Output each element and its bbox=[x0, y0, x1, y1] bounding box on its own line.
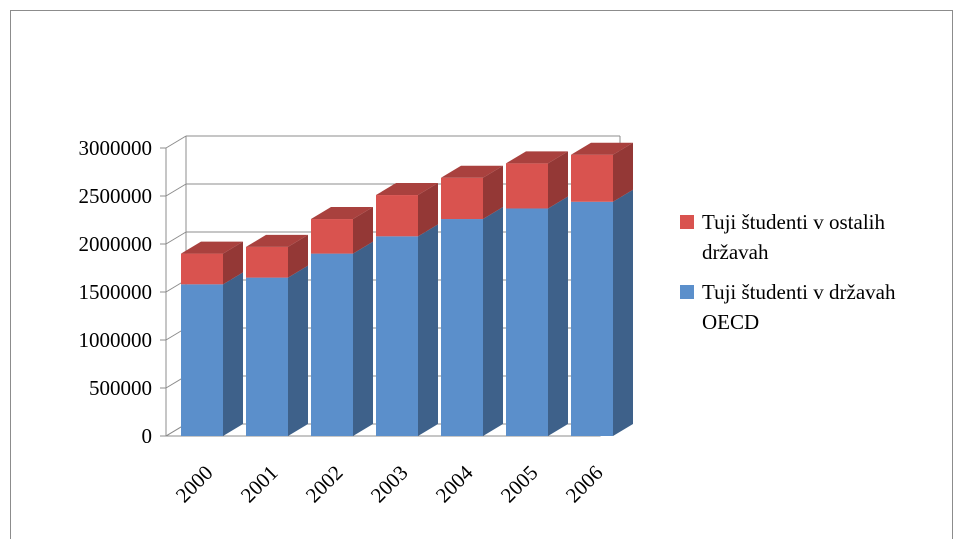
legend-label: Tuji študenti v ostalih bbox=[702, 210, 886, 234]
bar-side bbox=[418, 224, 438, 436]
gridline-side bbox=[165, 183, 187, 197]
bar-segment bbox=[246, 265, 308, 436]
bar-segment bbox=[571, 142, 633, 202]
bar-front bbox=[506, 208, 548, 436]
legend-swatch bbox=[680, 285, 694, 299]
bar-top bbox=[376, 183, 438, 196]
bar-front bbox=[571, 154, 613, 202]
bar-front bbox=[246, 277, 288, 436]
x-tick-label: 2003 bbox=[366, 461, 413, 508]
bar-top bbox=[181, 241, 243, 254]
bar-top bbox=[246, 234, 308, 247]
bar-segment bbox=[181, 272, 243, 436]
bar-front bbox=[181, 284, 223, 436]
bar-front bbox=[506, 163, 548, 209]
bar-segment bbox=[311, 207, 373, 254]
bar-segment bbox=[376, 224, 438, 436]
y-tick-label: 1000000 bbox=[79, 328, 153, 352]
y-tick-label: 3000000 bbox=[79, 136, 153, 160]
bar-segment bbox=[311, 241, 373, 436]
bar-front bbox=[441, 177, 483, 220]
gridline-side bbox=[165, 135, 187, 149]
bars bbox=[181, 142, 633, 436]
bar-front bbox=[376, 236, 418, 436]
bar-front bbox=[441, 219, 483, 436]
bar-front bbox=[181, 253, 223, 285]
legend-item: Tuji študenti v državah OECD bbox=[680, 280, 896, 334]
x-tick-label: 2006 bbox=[561, 461, 608, 508]
bar-side bbox=[548, 151, 568, 209]
bar-segment bbox=[441, 165, 503, 220]
bar-side bbox=[613, 142, 633, 202]
x-tick-label: 2005 bbox=[496, 461, 543, 508]
bar-front bbox=[311, 253, 353, 436]
y-axis: 0 500000 1000000 1500000 2000000 2500000 30000… bbox=[79, 136, 622, 448]
bar-segment bbox=[506, 196, 568, 436]
bar-side bbox=[353, 241, 373, 436]
y-tick-label: 0 bbox=[142, 424, 153, 448]
bar-top bbox=[571, 142, 633, 155]
x-tick-label: 2004 bbox=[431, 460, 478, 507]
bar-segment bbox=[376, 183, 438, 237]
bar-front bbox=[246, 246, 288, 278]
bar-top bbox=[311, 207, 373, 220]
y-tick-label: 2500000 bbox=[79, 184, 153, 208]
bar-front bbox=[376, 195, 418, 237]
y-tick-label: 1500000 bbox=[79, 280, 153, 304]
bar-front bbox=[571, 201, 613, 436]
bar-segment bbox=[441, 207, 503, 436]
bar-side bbox=[483, 207, 503, 436]
bar-side bbox=[483, 165, 503, 220]
bar-top bbox=[441, 165, 503, 178]
bar-side bbox=[288, 265, 308, 436]
bar-side bbox=[353, 207, 373, 254]
y-tick-label: 500000 bbox=[89, 376, 152, 400]
legend-label: OECD bbox=[702, 310, 759, 334]
bar-side bbox=[223, 241, 243, 285]
bar-side bbox=[548, 196, 568, 436]
bar-segment bbox=[181, 241, 243, 285]
legend-label: Tuji študenti v državah bbox=[702, 280, 896, 304]
bar-segment bbox=[506, 151, 568, 209]
x-tick-label: 2001 bbox=[236, 461, 283, 508]
legend-item: Tuji študenti v ostalih državah bbox=[680, 210, 886, 264]
x-tick-label: 2000 bbox=[171, 461, 218, 508]
x-axis: 2000 2001 2002 2003 2004 2005 2006 bbox=[171, 460, 608, 507]
legend-swatch bbox=[680, 215, 694, 229]
bar-side bbox=[613, 189, 633, 436]
bar-front bbox=[311, 219, 353, 254]
bar-side bbox=[418, 183, 438, 237]
bar-segment bbox=[246, 234, 308, 278]
x-tick-label: 2002 bbox=[301, 461, 348, 508]
bar-side bbox=[288, 234, 308, 278]
legend-label: državah bbox=[702, 240, 769, 264]
y-tick-label: 2000000 bbox=[79, 232, 153, 256]
gridline-side bbox=[165, 231, 187, 245]
bar-side bbox=[223, 272, 243, 436]
bar-segment bbox=[571, 189, 633, 436]
bar-top bbox=[506, 151, 568, 164]
